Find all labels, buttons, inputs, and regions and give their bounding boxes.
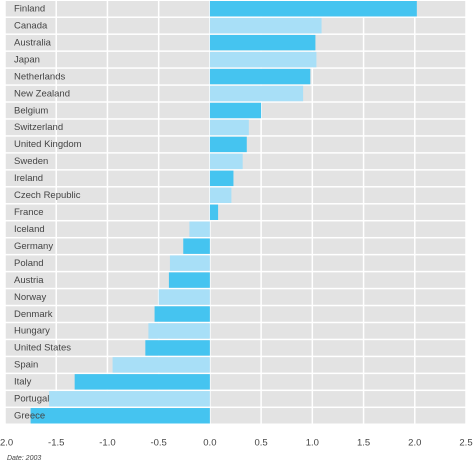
bar <box>148 323 210 339</box>
category-label: Australia <box>14 37 52 48</box>
bar <box>209 170 234 187</box>
row-band <box>5 323 466 339</box>
row-band <box>5 306 466 322</box>
bar <box>183 238 210 254</box>
x-tick-label: 1.0 <box>306 438 319 449</box>
category-label: Canada <box>14 20 48 31</box>
category-label: France <box>14 207 44 218</box>
bar <box>209 119 249 136</box>
category-label: Netherlands <box>14 71 65 82</box>
bar <box>209 136 247 153</box>
bar <box>209 102 262 119</box>
bar <box>209 204 219 220</box>
category-label: Ireland <box>14 173 43 184</box>
bar <box>158 289 210 305</box>
bar <box>209 85 304 102</box>
row-band <box>5 374 466 390</box>
category-label: United Kingdom <box>14 139 82 150</box>
x-tick-label: -1.5 <box>48 438 64 449</box>
x-tick-label: 0.0 <box>203 438 216 449</box>
category-label: United States <box>14 343 71 354</box>
x-tick-label: -0.5 <box>150 438 166 449</box>
category-label: Finland <box>14 3 45 14</box>
row-band <box>5 204 466 220</box>
bar <box>168 272 210 288</box>
category-label: Czech Republic <box>14 190 81 201</box>
category-label: Sweden <box>14 156 48 167</box>
category-label: Italy <box>14 377 32 388</box>
bar <box>169 255 210 271</box>
category-label: Belgium <box>14 105 48 116</box>
row-band <box>5 187 466 204</box>
bar <box>189 221 210 237</box>
category-label: Iceland <box>14 224 45 235</box>
bar <box>112 357 210 373</box>
bar <box>209 68 311 85</box>
category-label: Germany <box>14 241 53 252</box>
row-band <box>5 272 466 288</box>
bar <box>209 153 243 170</box>
category-label: Greece <box>14 411 45 422</box>
category-label: Japan <box>14 54 40 65</box>
bar <box>30 408 210 424</box>
x-tick-label: 0.5 <box>255 438 268 449</box>
category-label: Switzerland <box>14 122 63 133</box>
category-label: Portugal <box>14 394 49 405</box>
row-band <box>5 238 466 254</box>
x-tick-label: -1.0 <box>99 438 115 449</box>
row-band <box>5 340 466 356</box>
row-band <box>5 255 466 271</box>
row-band <box>5 357 466 373</box>
bar <box>49 391 210 407</box>
category-label: Poland <box>14 258 44 269</box>
x-tick-label: 2.5 <box>459 438 472 449</box>
note: Date: 2003 <box>7 455 41 462</box>
bar <box>154 306 210 322</box>
category-label: Spain <box>14 360 38 371</box>
bar <box>74 374 210 390</box>
row-band <box>5 289 466 305</box>
x-tick-label: 1.5 <box>357 438 370 449</box>
category-label: Denmark <box>14 309 53 320</box>
category-label: Norway <box>14 292 46 303</box>
bar <box>209 34 316 51</box>
bar <box>209 1 417 17</box>
bar <box>209 17 322 34</box>
x-tick-label: 2.0 <box>408 438 421 449</box>
bar <box>209 187 232 204</box>
category-label: New Zealand <box>14 88 70 99</box>
bar <box>209 51 317 68</box>
x-tick-label: -2.0 <box>0 438 13 449</box>
row-band <box>5 221 466 237</box>
category-label: Austria <box>14 275 44 286</box>
bar <box>145 340 210 356</box>
category-label: Hungary <box>14 326 50 337</box>
row-band <box>5 170 466 187</box>
